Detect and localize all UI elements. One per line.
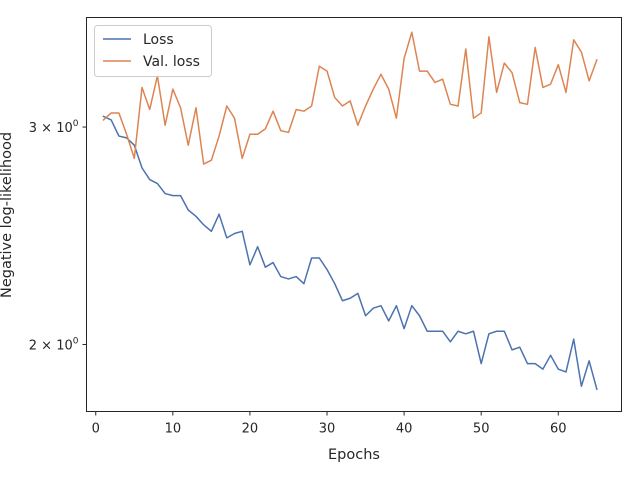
- x-tick-label: 60: [550, 422, 567, 437]
- plot-area: [86, 17, 622, 412]
- y-tick-label: 3 × 100: [29, 119, 79, 136]
- legend-label-loss: Loss: [143, 32, 174, 48]
- x-tick-label: 50: [473, 422, 490, 437]
- x-axis-ticks: 0 10 20 30 40 50 60: [92, 411, 567, 437]
- legend: Loss Val. loss: [94, 25, 212, 77]
- series-line-loss: [102, 115, 598, 391]
- legend-label-val-loss: Val. loss: [143, 54, 200, 70]
- y-tick-label: 2 × 100: [29, 336, 79, 353]
- x-tick-label: 40: [396, 422, 413, 437]
- series-line-val-loss: [102, 31, 598, 165]
- x-tick-label: 0: [92, 422, 100, 437]
- x-axis-label: Epochs: [328, 447, 380, 463]
- y-axis-label: Negative log-likelihood: [0, 132, 15, 298]
- x-tick-label: 30: [319, 422, 336, 437]
- axes-frame: [86, 17, 622, 412]
- x-tick-label: 20: [242, 422, 259, 437]
- series-layer: [102, 31, 598, 391]
- y-axis-ticks: 2 × 100 3 × 100: [29, 119, 87, 353]
- x-tick-label: 10: [165, 422, 182, 437]
